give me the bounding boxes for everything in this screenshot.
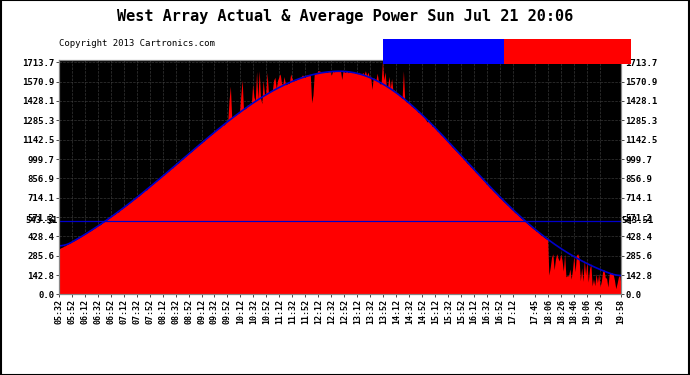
Text: 543.51: 543.51 (622, 216, 654, 225)
Text: Average  (DC Watts): Average (DC Watts) (392, 47, 495, 56)
Text: West Array  (DC Watts): West Array (DC Watts) (509, 47, 627, 56)
Text: 543.51: 543.51 (26, 216, 58, 225)
Text: Copyright 2013 Cartronics.com: Copyright 2013 Cartronics.com (59, 39, 215, 48)
Text: West Array Actual & Average Power Sun Jul 21 20:06: West Array Actual & Average Power Sun Ju… (117, 9, 573, 24)
